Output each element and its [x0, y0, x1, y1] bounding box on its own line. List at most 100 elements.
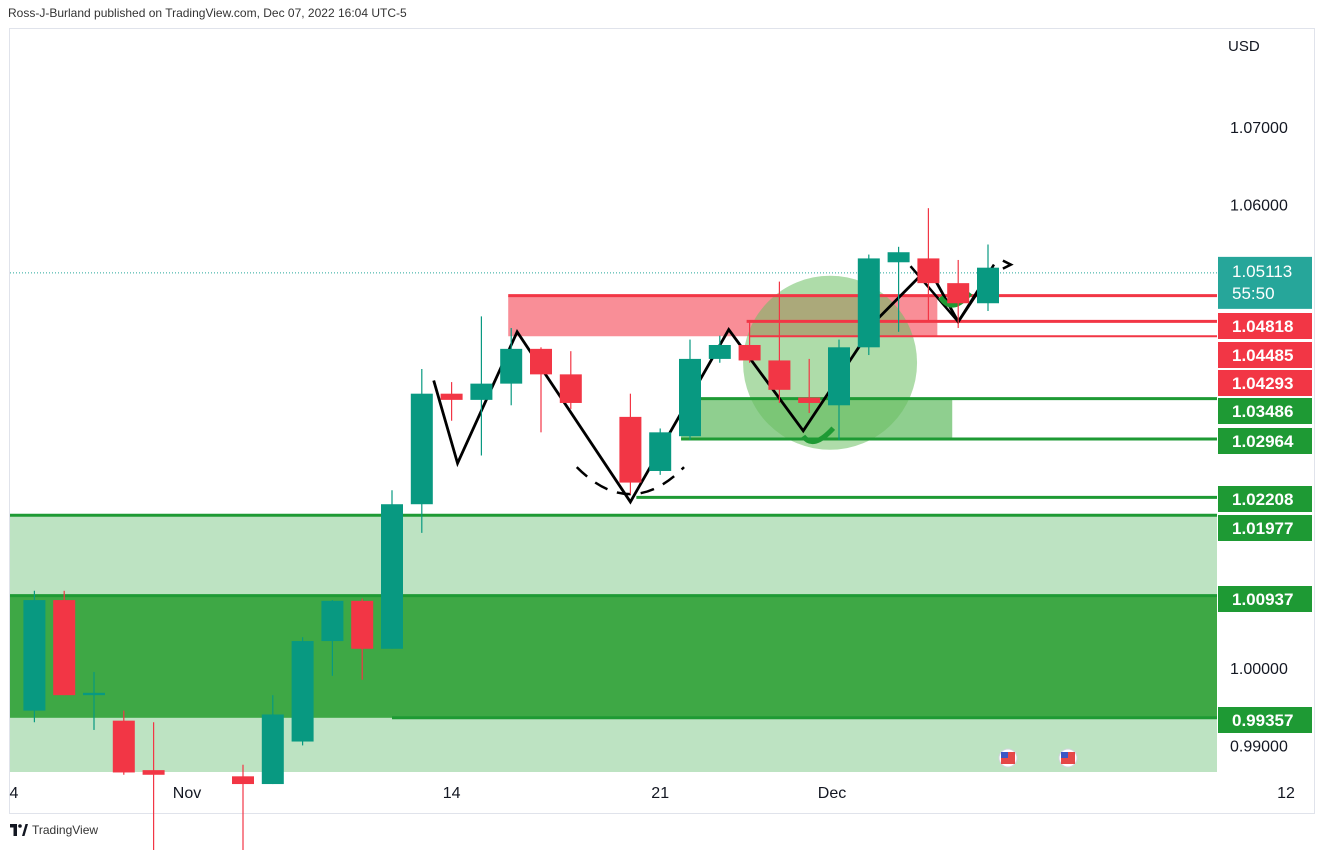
candle-body	[321, 600, 344, 642]
y-tick-label: 1.00000	[1230, 661, 1288, 678]
currency-label: USD	[1228, 38, 1260, 55]
candle-body	[381, 504, 403, 649]
candles-layer	[23, 208, 999, 850]
x-tick-label: 14	[443, 785, 461, 802]
price-label-text: 1.01977	[1232, 519, 1293, 538]
price-label-box	[1218, 428, 1312, 454]
candle	[53, 590, 76, 696]
candle	[261, 695, 284, 785]
candle	[142, 722, 165, 850]
candle-body	[351, 600, 374, 649]
last-price-box	[1218, 256, 1312, 309]
price-label-text: 1.00937	[1232, 590, 1293, 609]
x-tick-label: Dec	[818, 785, 846, 802]
candle	[232, 764, 254, 850]
candle	[708, 335, 731, 363]
candle-body	[291, 641, 314, 742]
price-label-box	[1218, 342, 1312, 368]
candle-body	[112, 720, 135, 773]
price-label-text: 1.03486	[1232, 402, 1293, 421]
candle	[530, 347, 552, 433]
candle-body	[768, 360, 791, 390]
candle-body	[887, 252, 910, 263]
price-label-text: 1.04293	[1232, 374, 1293, 393]
candle-body	[738, 344, 761, 361]
price-label-box	[1218, 707, 1312, 733]
price-label-text: 1.04485	[1232, 346, 1293, 365]
candle-body	[53, 600, 76, 696]
footer: TradingView	[10, 823, 98, 837]
candle-body	[530, 348, 552, 375]
candle	[649, 428, 672, 475]
last-price-label: 1.05113 55:50	[1218, 256, 1312, 309]
y-tick-label: 1.07000	[1230, 120, 1288, 137]
price-label-box	[1218, 486, 1312, 512]
levels-layer	[10, 272, 1217, 720]
flag-canton	[1061, 752, 1068, 758]
candle-body	[232, 776, 254, 785]
arrow-head-icon	[1002, 259, 1014, 270]
candle	[738, 320, 761, 363]
candle	[857, 254, 880, 356]
price-label: 1.04293	[1218, 370, 1312, 396]
tradingview-logo-icon	[10, 824, 28, 836]
candle	[679, 339, 701, 441]
price-label-text: 1.04818	[1232, 317, 1293, 336]
candle	[470, 316, 493, 456]
price-label: 1.01977	[1218, 515, 1312, 541]
candle	[619, 393, 642, 495]
price-label-box	[1218, 370, 1312, 396]
candle	[887, 246, 910, 332]
candle	[977, 244, 999, 311]
candle	[828, 339, 850, 441]
green-bounce-arrow-icon	[801, 426, 836, 445]
candle-body	[261, 714, 284, 785]
candle	[321, 600, 344, 676]
x-tick-label: 12	[1277, 785, 1295, 802]
candle	[917, 208, 940, 321]
price-label-box	[1218, 586, 1312, 612]
candle	[381, 490, 403, 649]
candle-body	[977, 267, 999, 304]
candle-body	[917, 258, 940, 284]
candle-body	[500, 348, 523, 384]
candle-body	[708, 344, 731, 359]
candle	[23, 590, 46, 723]
candle	[351, 598, 374, 680]
candle	[500, 327, 523, 406]
candle-body	[857, 258, 880, 348]
publisher-header: Ross-J-Burland published on TradingView.…	[8, 6, 407, 20]
price-label-box	[1218, 515, 1312, 541]
x-tick-label: 21	[651, 785, 669, 802]
price-label: 0.99357	[1218, 707, 1312, 733]
candle	[559, 351, 582, 410]
candle-body	[649, 432, 672, 471]
candle-body	[410, 393, 433, 505]
price-label-text: 0.99357	[1232, 711, 1293, 730]
candle	[83, 671, 105, 730]
price-label-box	[1218, 398, 1312, 424]
price-label: 1.04818	[1218, 313, 1312, 339]
price-label: 1.02208	[1218, 486, 1312, 512]
price-label: 1.02964	[1218, 428, 1312, 454]
price-label-box	[1218, 313, 1312, 339]
candle-body	[142, 770, 165, 775]
candle-body	[83, 692, 105, 696]
y-tick-label: 0.99000	[1230, 738, 1288, 755]
us-flag-event-icon	[1058, 748, 1078, 768]
candle-body	[798, 397, 821, 403]
candle-body	[559, 374, 582, 403]
candle-body	[947, 283, 970, 304]
countdown-value: 55:50	[1232, 284, 1275, 303]
price-label: 1.00937	[1218, 586, 1312, 612]
candle	[112, 710, 135, 775]
flag-canton	[1001, 752, 1008, 758]
candle-body	[679, 358, 701, 437]
zones-layer	[10, 275, 1217, 772]
candle-body	[470, 383, 493, 400]
price-labels-layer: 1.05113 55:50 1.04818 1.04485 1.04293 1.03486…	[1218, 256, 1312, 733]
candle	[440, 382, 463, 421]
candle	[947, 259, 970, 328]
us-flag-event-icon	[998, 748, 1018, 768]
